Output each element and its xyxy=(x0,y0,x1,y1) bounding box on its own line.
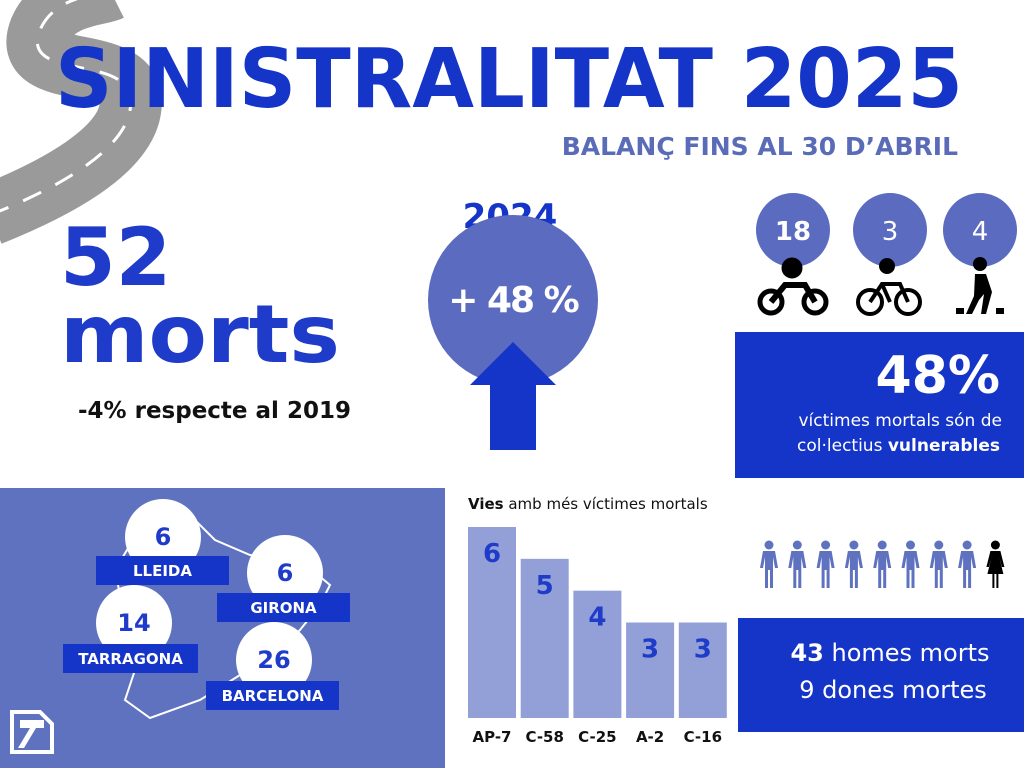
vulnerable-box xyxy=(735,332,1024,478)
bar xyxy=(626,622,675,718)
bar-category: C-25 xyxy=(578,728,616,746)
province-name: TARRAGONA xyxy=(78,650,183,668)
provinces-panel xyxy=(0,488,445,768)
women-label: dones mortes xyxy=(815,676,987,704)
women-value: 9 xyxy=(799,676,814,704)
deaths-number: 52 xyxy=(60,211,171,304)
people-icons xyxy=(760,540,1005,588)
vulnerable-text: víctimes mortals són de xyxy=(798,411,1002,431)
vulnerable-text: col·lectius vulnerables xyxy=(797,436,1000,456)
province-circle xyxy=(236,622,312,698)
province-box xyxy=(63,644,198,673)
man-icon xyxy=(901,540,920,588)
men-value: 43 xyxy=(790,639,823,667)
bar-category: A-2 xyxy=(636,728,664,746)
province-name: LLEIDA xyxy=(133,562,192,580)
man-icon xyxy=(844,540,863,588)
province-name: BARCELONA xyxy=(222,687,324,705)
province-value: 26 xyxy=(257,646,290,674)
motorcycle-icon xyxy=(757,257,829,316)
deaths-comparison: -4% respecte al 2019 xyxy=(78,398,351,424)
province-value: 6 xyxy=(155,523,172,551)
text-bold: Vies xyxy=(468,495,504,513)
province-name: GIRONA xyxy=(250,599,317,617)
title: SINISTRALITAT 2025 xyxy=(55,32,963,127)
group-value: 3 xyxy=(882,217,899,247)
pedestrian-icon xyxy=(956,257,1004,314)
group-circle xyxy=(943,193,1017,267)
province-value: 6 xyxy=(277,559,294,587)
man-icon xyxy=(873,540,892,588)
text-part: col·lectius xyxy=(797,436,888,456)
logo xyxy=(10,710,54,754)
men-label: homes morts xyxy=(824,639,990,667)
group-circle xyxy=(756,193,830,267)
bar-category: AP-7 xyxy=(472,728,511,746)
man-icon xyxy=(958,540,977,588)
women-text: 9 dones mortes xyxy=(799,676,987,704)
bar-value: 3 xyxy=(641,635,659,665)
roads-title: Vies amb més víctimes mortals xyxy=(468,495,708,513)
bar-value: 3 xyxy=(694,635,712,665)
bar xyxy=(468,527,516,718)
vulnerable-percent: 48% xyxy=(876,346,1000,406)
gender-box xyxy=(738,618,1024,732)
province-box xyxy=(206,681,339,710)
text-part: amb més víctimes mortals xyxy=(504,495,708,513)
bar xyxy=(520,558,569,718)
group-value: 18 xyxy=(775,217,811,247)
up-arrow xyxy=(470,342,556,450)
text-bold: vulnerables xyxy=(888,436,1000,456)
bar-value: 5 xyxy=(536,571,554,601)
bar xyxy=(678,622,727,718)
deaths-unit: morts xyxy=(60,288,340,381)
province-circle xyxy=(96,585,172,661)
subtitle: BALANÇ FINS AL 30 D’ABRIL xyxy=(562,132,958,161)
man-icon xyxy=(788,540,807,588)
group-circle xyxy=(853,193,927,267)
man-icon xyxy=(929,540,948,588)
bar xyxy=(573,590,622,718)
roads-chart: 6 AP-7 5 C-58 4 C-25 3 A-2 3 C-16 xyxy=(468,527,727,746)
bar-category: C-16 xyxy=(684,728,722,746)
provinces: 6 LLEIDA 6 GIRONA 14 TARRAGONA 26 BARCELONA xyxy=(63,499,350,710)
group-value: 4 xyxy=(972,217,989,247)
woman-icon xyxy=(986,540,1005,588)
men-text: 43 homes morts xyxy=(790,639,989,667)
road-graphic xyxy=(0,0,162,244)
bar-value: 6 xyxy=(483,539,501,569)
province-circle xyxy=(247,535,323,611)
man-icon xyxy=(760,540,778,588)
man-icon xyxy=(816,540,835,588)
bicycle-icon xyxy=(856,258,922,316)
province-box xyxy=(96,556,229,585)
province-box xyxy=(217,593,350,622)
bar-category: C-58 xyxy=(525,728,563,746)
change-circle xyxy=(428,215,598,385)
change-label: + 48 % xyxy=(448,280,578,321)
vulnerable-groups: 18 3 4 xyxy=(756,193,1017,316)
bar-value: 4 xyxy=(588,603,606,633)
province-value: 14 xyxy=(117,609,150,637)
